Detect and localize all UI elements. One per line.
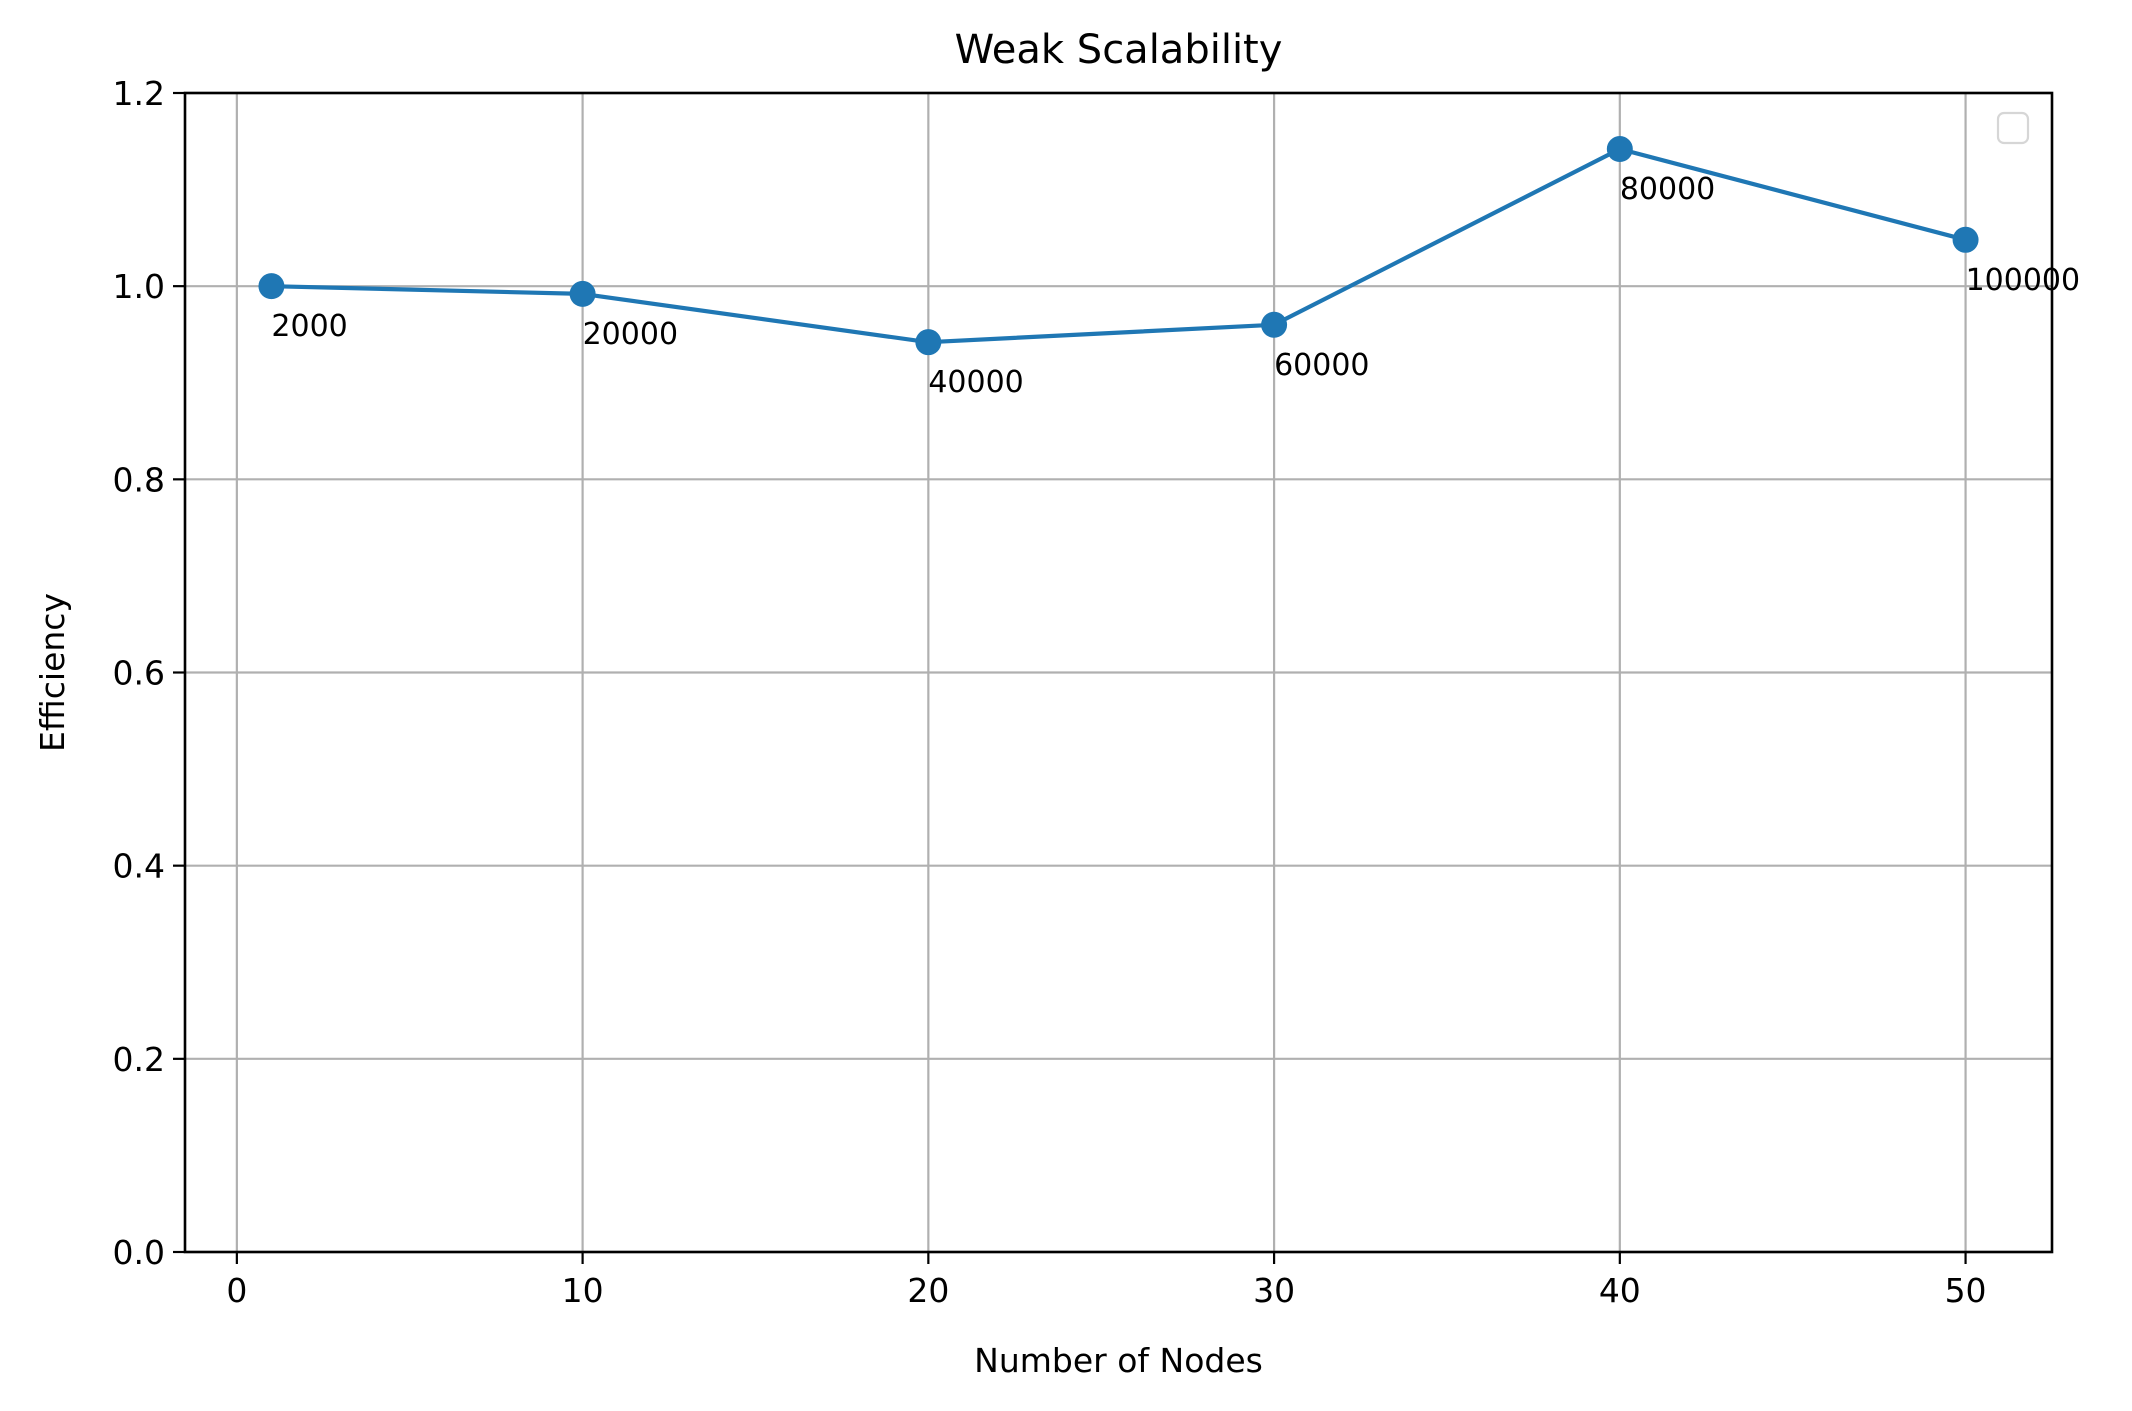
data-point bbox=[569, 280, 596, 307]
y-axis-label: Efficiency bbox=[33, 593, 72, 752]
y-tick-label: 0.6 bbox=[113, 654, 165, 693]
data-point-label: 60000 bbox=[1274, 348, 1369, 383]
x-tick-label: 20 bbox=[907, 1271, 949, 1310]
y-tick-label: 0.2 bbox=[113, 1040, 165, 1079]
data-point bbox=[1952, 226, 1979, 253]
x-tick-label: 30 bbox=[1253, 1271, 1295, 1310]
axis-ticks: 0 10 20 30 40 50 0.0 0.2 0.4 0.6 0.8 1.0 1.2 bbox=[113, 74, 1987, 1310]
data-point bbox=[1606, 136, 1633, 163]
x-tick-label: 50 bbox=[1945, 1271, 1987, 1310]
series-layer: 2000 20000 40000 60000 80000 100000 bbox=[258, 136, 2080, 400]
data-point-label: 80000 bbox=[1620, 172, 1715, 207]
data-point bbox=[915, 329, 942, 356]
x-tick-label: 40 bbox=[1599, 1271, 1641, 1310]
data-point-label: 20000 bbox=[583, 317, 678, 352]
x-tick-label: 0 bbox=[226, 1271, 247, 1310]
data-point bbox=[1261, 311, 1288, 338]
y-tick-label: 0.4 bbox=[113, 847, 165, 886]
legend bbox=[1996, 111, 2030, 145]
y-tick-label: 0.8 bbox=[113, 460, 165, 499]
data-point-label: 100000 bbox=[1966, 263, 2081, 298]
y-tick-label: 1.0 bbox=[113, 267, 165, 306]
y-tick-label: 1.2 bbox=[113, 74, 165, 113]
series-line bbox=[271, 146, 1967, 345]
x-tick-label: 10 bbox=[562, 1271, 604, 1310]
y-tick-label: 0.0 bbox=[113, 1233, 165, 1272]
data-point-label: 2000 bbox=[271, 309, 347, 344]
legend-box bbox=[1996, 111, 2030, 145]
chart-title: Weak Scalability bbox=[955, 27, 1283, 73]
x-axis-label: Number of Nodes bbox=[974, 1341, 1263, 1380]
data-point-label: 40000 bbox=[928, 365, 1023, 400]
data-point bbox=[258, 273, 285, 300]
